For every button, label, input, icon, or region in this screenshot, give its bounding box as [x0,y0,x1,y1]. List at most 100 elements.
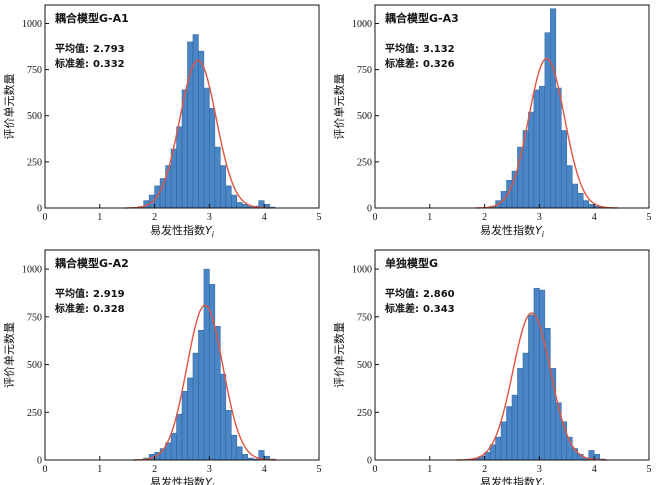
x-tick-label: 1 [97,464,102,475]
x-tick-label: 3 [537,212,542,223]
plot-frame [44,249,320,461]
histogram-bar [170,433,177,461]
x-tick-label: 4 [592,464,597,475]
x-axis-label-variable: Y [535,476,543,485]
histogram-bar [176,126,183,209]
mean-value: 3.132 [423,44,455,55]
histogram-bar [242,204,249,209]
histogram-bar [181,89,188,209]
y-tick-label: 0 [37,204,42,215]
x-tick-label: 1 [427,212,432,223]
histogram-bar [588,204,595,209]
x-axis-label-text: 易发性指数 [480,475,535,485]
histogram-bar [192,352,199,461]
x-tick-label: 5 [317,464,322,475]
x-tick-label: 0 [43,212,48,223]
x-axis-label-variable: Y [205,476,213,485]
x-tick-label: 2 [482,464,487,475]
x-tick-label: 2 [482,212,487,223]
histogram-bar [203,268,210,461]
x-axis-label-subscript: i [542,230,545,239]
x-axis-label-subscript: i [542,482,545,485]
histogram-bar [220,165,227,209]
x-tick-label: 2 [152,212,157,223]
plot-frame [374,4,650,209]
y-tick-label: 0 [367,204,372,215]
x-axis-label-subscript: i [212,230,215,239]
x-tick-label: 0 [373,464,378,475]
normal-fit-curve [133,304,277,461]
x-tick-label: 1 [427,464,432,475]
mean-label: 平均值: [55,42,89,55]
y-axis-label: 评价单元数量 [333,74,346,140]
std-stat: 标准差: 0.328 [54,302,125,315]
histogram-bar [539,85,546,209]
histogram-bar [220,373,227,461]
histogram-bar [236,202,243,209]
std-label: 标准差: [54,57,89,70]
y-axis-label: 评价单元数量 [3,322,16,388]
normal-fit-curve [125,59,271,209]
y-tick-label: 0 [367,456,372,467]
std-label: 标准差: [384,57,419,70]
histogram-bar [176,413,183,461]
normal-fit-curve [475,57,619,209]
histogram-bar [198,329,205,461]
y-tick-label: 750 [357,312,372,323]
histogram-bar [561,130,568,209]
histogram-bar [566,165,573,209]
x-tick-label: 1 [97,212,102,223]
histogram-bar [236,446,243,461]
x-axis-label: 易发性指数Yi [480,475,545,485]
mean-stat: 平均值: 2.793 [55,42,125,55]
panel-title: 耦合模型G-A1 [55,11,129,25]
y-tick-label: 500 [27,360,42,371]
histogram-bar [539,289,546,461]
y-tick-label: 250 [357,408,372,419]
std-value: 0.328 [93,304,125,315]
x-axis-label-text: 易发性指数 [480,223,535,237]
std-label: 标准差: [54,302,89,315]
mean-value: 2.860 [423,289,455,300]
mean-label: 平均值: [385,287,419,300]
x-axis-label: 易发性指数Yi [150,475,215,485]
histogram-bar [225,185,232,209]
y-axis-label: 评价单元数量 [333,322,346,388]
histogram-bar [517,368,524,461]
histogram-bar [572,183,579,209]
x-axis-label-text: 易发性指数 [150,475,205,485]
x-tick-label: 0 [43,464,48,475]
x-axis-label-subscript: i [212,482,215,485]
histogram-bar [550,8,557,209]
std-value: 0.343 [423,304,455,315]
y-tick-label: 750 [357,65,372,76]
histogram-bar [500,421,507,461]
histogram-bar [225,410,232,461]
y-axis-label: 评价单元数量 [3,74,16,140]
y-tick-label: 1000 [22,19,42,30]
histogram-bar [159,178,166,209]
x-axis-label-text: 易发性指数 [150,223,205,237]
y-tick-label: 1000 [22,265,42,276]
histogram-bar [533,89,540,209]
x-tick-label: 2 [152,464,157,475]
x-tick-label: 4 [592,212,597,223]
histogram-bar [209,108,216,209]
histogram-bar [242,454,249,461]
x-tick-label: 0 [373,212,378,223]
histogram-bar [198,50,205,209]
x-axis-label: 易发性指数Yi [480,223,545,239]
x-axis-label-variable: Y [205,224,213,237]
x-tick-label: 5 [317,212,322,223]
histogram-bar [511,394,518,461]
histogram-bar [577,192,584,209]
x-axis-label-variable: Y [535,224,543,237]
panel-title: 耦合模型G-A3 [385,11,459,25]
x-tick-label: 3 [537,464,542,475]
mean-value: 2.793 [93,44,125,55]
mean-stat: 平均值: 2.919 [55,287,125,300]
